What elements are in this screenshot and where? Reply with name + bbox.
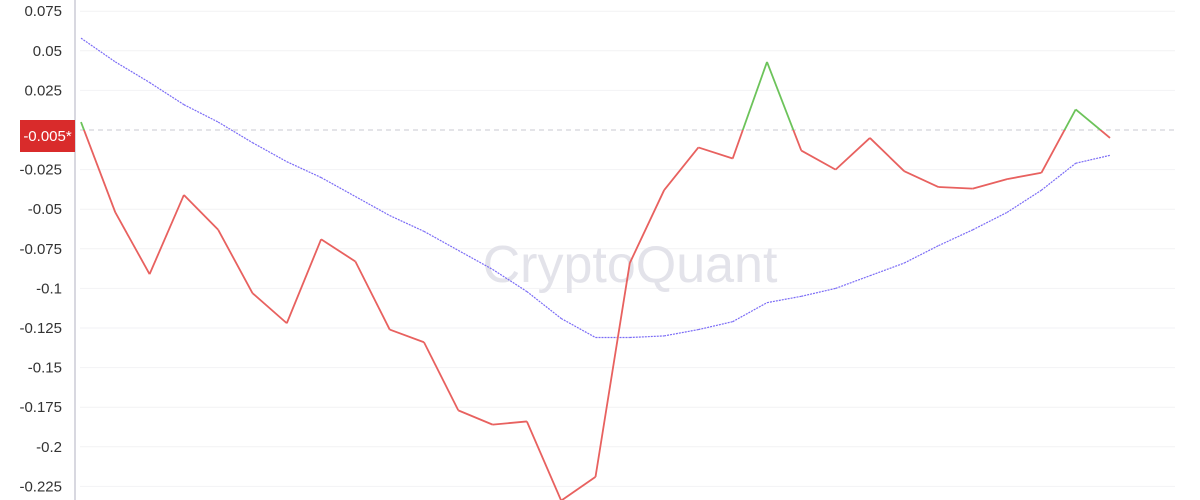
series-segment-below-zero — [114, 211, 151, 275]
series-segment-below-zero — [560, 476, 597, 500]
series-segment-above-zero — [1075, 108, 1102, 130]
ma-segment — [972, 211, 1008, 231]
y-tick-label: 0.075 — [24, 3, 62, 20]
series-segment-below-zero — [423, 341, 460, 411]
series-segment-below-zero — [869, 137, 905, 172]
series-segment-below-zero — [698, 146, 733, 160]
series-segment-below-zero — [594, 262, 631, 478]
series-segment-below-zero — [285, 238, 322, 324]
series-segment-below-zero — [731, 130, 744, 159]
series-segment-below-zero — [183, 194, 219, 231]
ma-segment — [252, 142, 288, 163]
y-tick-label: 0.05 — [33, 43, 62, 60]
y-tick-label: 0.025 — [24, 82, 62, 99]
y-tick-label: -0.025 — [19, 162, 62, 179]
ma-segment — [492, 268, 528, 293]
series-segment-below-zero — [526, 421, 562, 500]
series-segment-below-zero — [389, 328, 425, 344]
y-tick-label: -0.15 — [28, 360, 62, 377]
ma-segment — [526, 291, 562, 319]
ma-segment — [629, 335, 665, 339]
gridlines — [80, 10, 1175, 487]
y-tick-label: -0.1 — [36, 280, 62, 297]
series-segment-below-zero — [148, 194, 185, 275]
ma-segment — [1006, 189, 1042, 213]
ma-segment — [663, 328, 699, 337]
series-segment-below-zero — [320, 238, 356, 263]
series-segment-below-zero — [457, 409, 493, 426]
series-segment-below-zero — [938, 186, 973, 190]
series-segment-below-zero — [1006, 171, 1042, 180]
ma-segment — [458, 249, 493, 270]
series-segment-above-zero — [766, 61, 795, 130]
series-segment-below-zero — [800, 149, 837, 171]
y-tick-label: -0.05 — [28, 201, 62, 218]
ma-segment — [835, 275, 871, 289]
series-segment-below-zero — [354, 261, 391, 330]
series-segment-below-zero — [792, 130, 803, 151]
ma-segment — [766, 295, 802, 304]
series-segment-below-zero — [834, 137, 871, 171]
ma-segment — [217, 121, 253, 144]
last-value-label: -0.005* — [20, 120, 75, 152]
ma-segment — [732, 302, 768, 323]
last-value-label-bg — [20, 120, 75, 152]
series-segment-below-zero — [663, 146, 700, 191]
ma-segment — [183, 104, 219, 123]
ma-segment — [869, 262, 905, 277]
series-segment-below-zero — [83, 130, 117, 213]
ma-segment — [938, 229, 974, 247]
series-segment-below-zero — [972, 178, 1008, 190]
series-segment-below-zero — [492, 420, 527, 426]
main-series — [80, 61, 1111, 500]
y-tick-label: -0.2 — [36, 439, 62, 456]
series-segment-above-zero — [1063, 108, 1077, 130]
series-segment-below-zero — [217, 229, 254, 294]
ma-segment — [423, 230, 459, 251]
ma-segment — [286, 161, 322, 179]
ma-segment — [80, 37, 116, 63]
ma-segment — [389, 214, 425, 232]
series-segment-below-zero — [628, 189, 665, 264]
ma-segment — [114, 61, 150, 83]
y-tick-label: -0.225 — [19, 478, 62, 495]
ma-segment — [149, 81, 185, 106]
last-value-label-text: -0.005* — [23, 128, 72, 145]
series-segment-below-zero — [903, 170, 939, 188]
ma-segment — [903, 245, 939, 264]
ma-segment — [1075, 154, 1111, 164]
y-tick-labels: 0.075 0.05 0.025 -0.025 -0.05 -0.075 -0.1 -0.12… — [19, 3, 62, 495]
ma-segment — [560, 317, 596, 339]
series-segment-below-zero — [1040, 130, 1066, 174]
y-tick-label: -0.175 — [19, 399, 62, 416]
ma-segment — [320, 176, 356, 198]
y-tick-label: -0.125 — [19, 320, 62, 337]
ma-segment — [355, 196, 390, 217]
moving-average-series — [80, 37, 1111, 339]
y-tick-label: -0.075 — [19, 241, 62, 258]
series-segment-below-zero — [1099, 130, 1111, 139]
ma-segment — [801, 287, 836, 297]
ma-segment — [1041, 162, 1077, 191]
series-segment-below-zero — [251, 292, 288, 324]
series-segment-above-zero — [741, 61, 768, 130]
